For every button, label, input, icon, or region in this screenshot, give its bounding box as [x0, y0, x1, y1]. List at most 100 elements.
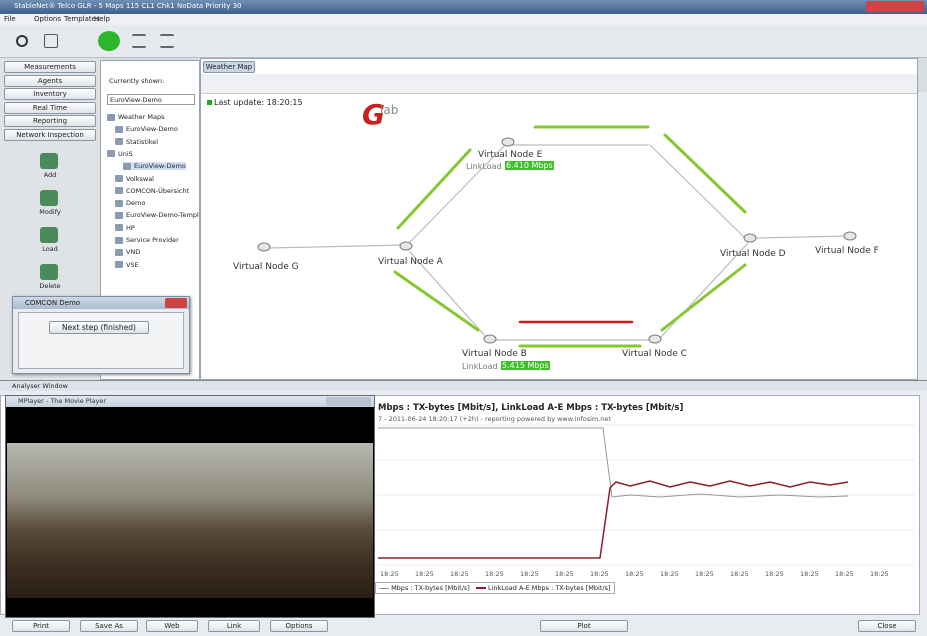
scrollbar[interactable] — [918, 92, 927, 380]
window-controls[interactable] — [866, 1, 924, 12]
menu-item[interactable]: Options — [34, 15, 61, 23]
chart-title: Mbps : TX-bytes [Mbit/s], LinkLoad A-E M… — [378, 403, 683, 413]
tree-item[interactable]: EuroView-Demo — [123, 162, 186, 170]
x-tick-label: 18:25 — [730, 570, 749, 578]
tree-item[interactable]: EuroView-Demo — [115, 125, 178, 133]
node-label[interactable]: Virtual Node D — [720, 249, 786, 259]
node-icons — [258, 138, 856, 343]
tree-item[interactable]: COMCON-Übersicht — [115, 187, 189, 195]
player-controls[interactable] — [326, 397, 371, 406]
window-title: StableNet® Telco GLR - 5 Maps 115 CL1 Ch… — [14, 2, 241, 10]
tree-item[interactable]: VND — [115, 248, 140, 256]
action-button[interactable]: Link — [208, 620, 260, 632]
linkload-value: 5.415 Mbps — [501, 361, 550, 370]
x-tick-label: 18:25 — [660, 570, 679, 578]
x-tick-label: 18:25 — [625, 570, 644, 578]
power-icon[interactable] — [16, 35, 28, 47]
legend-item: LinkLoad A-E Mbps : TX-bytes [Mbit/s] — [488, 584, 611, 592]
dialog-close[interactable] — [165, 298, 187, 308]
last-update: Last update: 18:20:15 — [207, 98, 303, 107]
series-line-red — [378, 481, 848, 558]
action-button[interactable]: Options — [270, 620, 328, 632]
tree-item[interactable]: Weather Maps — [107, 113, 165, 121]
nav-button[interactable]: Network Inspection — [4, 129, 96, 141]
action-button[interactable]: Close — [858, 620, 916, 632]
x-tick-label: 18:25 — [765, 570, 784, 578]
tab[interactable]: Weather Map — [203, 61, 255, 73]
toolbar — [0, 25, 927, 58]
x-tick-label: 18:25 — [695, 570, 714, 578]
node-label[interactable]: Virtual Node E — [478, 150, 542, 160]
plot-grid — [378, 425, 915, 565]
action-label[interactable]: Add — [0, 171, 100, 179]
action-label[interactable]: Modify — [0, 208, 100, 216]
traffic-plot — [370, 420, 920, 570]
action-button[interactable]: Web — [146, 620, 198, 632]
node-label[interactable]: Virtual Node B — [462, 349, 527, 359]
menu-item[interactable]: Help — [94, 15, 110, 23]
last-update-text: Last update: 18:20:15 — [214, 98, 303, 107]
node-label[interactable]: Virtual Node G — [233, 262, 299, 272]
action-icon[interactable] — [40, 153, 58, 169]
action-button[interactable]: Save As — [80, 620, 138, 632]
node-label[interactable]: Virtual Node C — [622, 349, 687, 359]
comcon-dialog: COMCON Demo Next step (finished) — [12, 296, 190, 374]
x-tick-label: 18:25 — [800, 570, 819, 578]
x-tick-label: 18:25 — [590, 570, 609, 578]
tree-item[interactable]: HP — [115, 224, 135, 232]
tree-item[interactable]: Statistikel — [115, 138, 158, 146]
status-indicator[interactable] — [98, 31, 120, 51]
dialog-title: COMCON Demo — [13, 297, 189, 309]
link-load-bars — [395, 127, 745, 346]
video-frame — [7, 443, 373, 598]
linkload-label: LinkLoad — [462, 362, 498, 371]
linkload-label: LinkLoad — [466, 162, 502, 171]
linkload-value: 6.410 Mbps — [505, 161, 554, 170]
node-label[interactable]: Virtual Node A — [378, 257, 443, 267]
x-tick-label: 18:25 — [485, 570, 504, 578]
screen: {"window": {"title": "StableNet® Telco G… — [0, 0, 927, 636]
node-label[interactable]: Virtual Node F — [815, 246, 879, 256]
info-icon[interactable] — [44, 34, 58, 48]
action-button[interactable]: Print — [12, 620, 70, 632]
links — [268, 145, 848, 340]
list-icon[interactable] — [132, 34, 146, 48]
series-line-gray — [378, 428, 848, 497]
tree-item[interactable]: UniS — [107, 150, 133, 158]
dialog-body: Next step (finished) — [18, 312, 184, 369]
x-tick-label: 18:25 — [450, 570, 469, 578]
action-icon[interactable] — [40, 264, 58, 280]
tree-label: Currently shown: — [109, 77, 164, 85]
nav-button[interactable]: Inventory — [4, 88, 96, 100]
tree-item[interactable]: Volkswal — [115, 175, 154, 183]
next-step-button[interactable]: Next step (finished) — [49, 321, 149, 334]
logo-text: lab — [380, 103, 398, 117]
tree-item[interactable]: VSE — [115, 261, 139, 269]
current-map-field[interactable]: EuroView-Demo — [107, 94, 195, 105]
x-tick-label: 18:25 — [380, 570, 399, 578]
tree-item[interactable]: Service Provider — [115, 236, 179, 244]
action-button[interactable]: Plot — [540, 620, 628, 632]
x-tick-label: 18:25 — [415, 570, 434, 578]
nav-button[interactable]: Measurements — [4, 61, 96, 73]
x-tick-label: 18:25 — [520, 570, 539, 578]
help-icon[interactable] — [72, 34, 86, 48]
nav-button[interactable]: Real Time — [4, 102, 96, 114]
tree-item[interactable]: EuroView-Demo-Templ — [115, 211, 199, 219]
mplayer-window: MPlayer - The Movie Player — [5, 395, 375, 618]
x-tick-label: 18:25 — [835, 570, 854, 578]
weather-map: G — [200, 92, 918, 380]
action-label[interactable]: Delete — [0, 282, 100, 290]
map-toolbar — [201, 74, 917, 94]
nav-button[interactable]: Agents — [4, 75, 96, 87]
x-tick-label: 18:25 — [870, 570, 889, 578]
nav-button[interactable]: Reporting — [4, 115, 96, 127]
action-label[interactable]: Load — [0, 245, 100, 253]
title-bar: StableNet® Telco GLR - 5 Maps 115 CL1 Ch… — [0, 0, 927, 14]
action-icon[interactable] — [40, 190, 58, 206]
action-icon[interactable] — [40, 227, 58, 243]
menu-item[interactable]: File — [4, 15, 16, 23]
tree-item[interactable]: Demo — [115, 199, 145, 207]
list-icon[interactable] — [160, 34, 174, 48]
